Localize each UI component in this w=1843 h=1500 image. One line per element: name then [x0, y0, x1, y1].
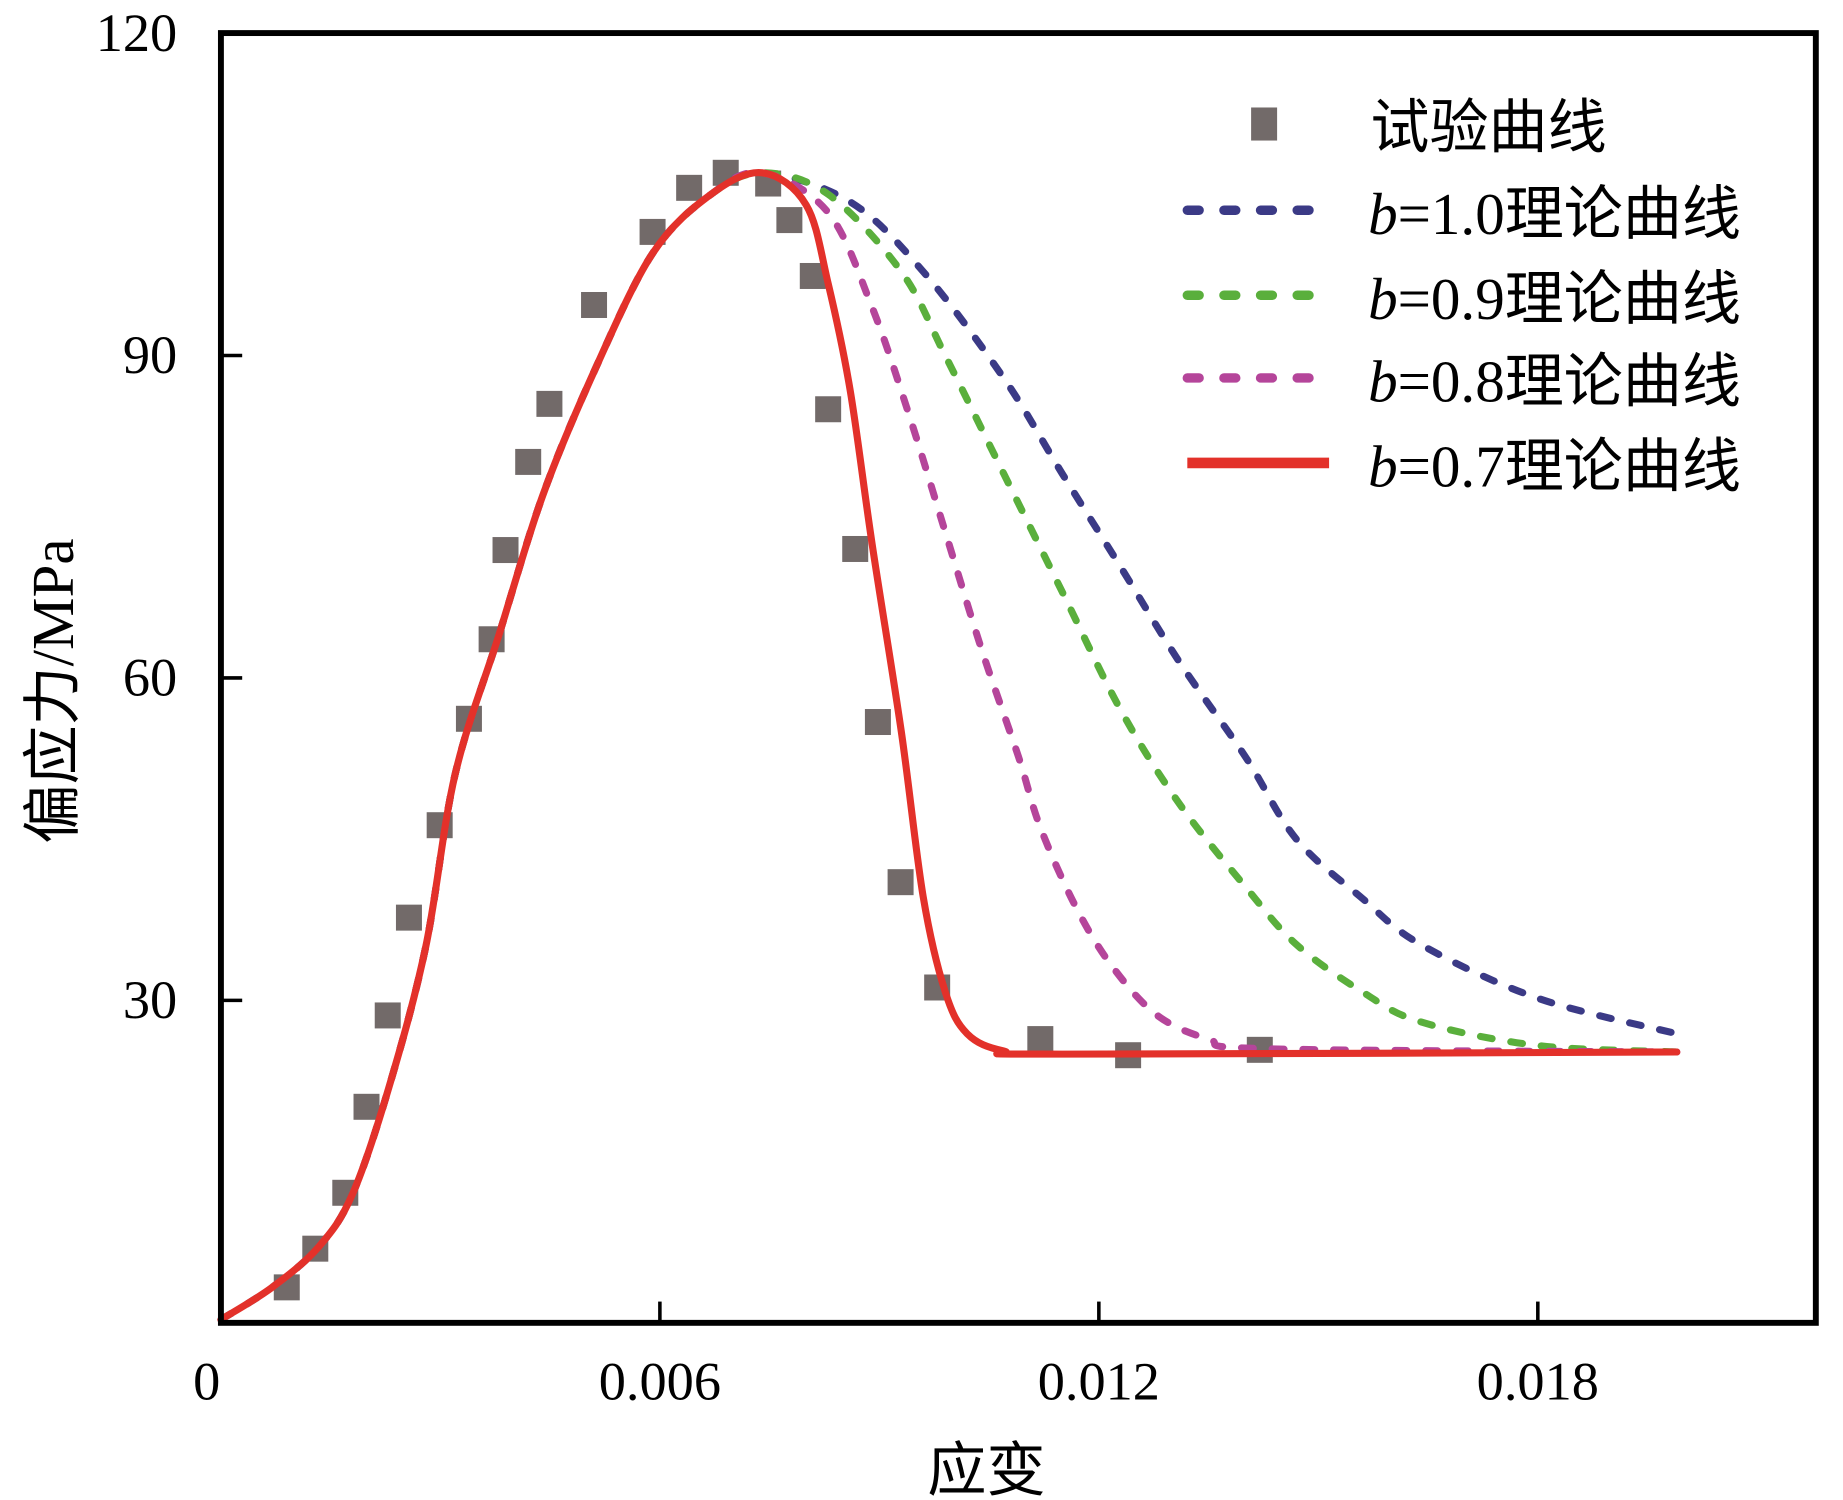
x-tick-label: 0.012	[1038, 1352, 1160, 1412]
y-tick-label: 120	[96, 3, 178, 63]
legend-label-variable: b	[1368, 434, 1398, 500]
legend-label: 试验曲线	[1370, 95, 1606, 161]
data-point	[353, 1093, 380, 1120]
series-line-4	[217, 169, 1681, 1324]
data-point	[776, 207, 803, 234]
data-point	[492, 537, 519, 564]
data-point	[676, 174, 703, 201]
legend-label: b=0.8理论曲线	[1368, 349, 1741, 415]
y-tick-label: 60	[123, 648, 177, 708]
plot-marks	[217, 159, 1681, 1324]
legend-label-variable: b	[1368, 181, 1398, 247]
x-tick-label: 0.018	[1477, 1352, 1599, 1412]
data-point	[864, 709, 891, 736]
legend-label-text: =1.0理论曲线	[1398, 181, 1741, 247]
data-point	[374, 1002, 401, 1029]
data-point	[395, 904, 422, 931]
data-point	[515, 448, 542, 475]
data-point	[815, 396, 842, 423]
legend-marker-square	[1251, 107, 1278, 141]
legend-label: b=0.7理论曲线	[1368, 434, 1741, 500]
y-tick-label: 30	[123, 970, 177, 1030]
legend-label-text: =0.8理论曲线	[1398, 349, 1741, 415]
axis-ticks: 0 0.006 0.012 0.018 30 60 90 120	[96, 3, 1599, 1412]
data-point	[581, 292, 608, 318]
y-tick-label: 90	[123, 325, 177, 385]
series-line-1	[217, 169, 1681, 1324]
data-point	[887, 869, 914, 896]
legend-label-text: =0.9理论曲线	[1398, 266, 1741, 332]
y-axis-label: 偏应力/MPa	[20, 538, 86, 843]
data-point	[842, 535, 869, 562]
legend-label-variable: b	[1368, 349, 1398, 415]
legend-label-variable: b	[1368, 266, 1398, 332]
x-axis-label: 应变	[927, 1438, 1045, 1500]
series-line-3	[217, 168, 1681, 1324]
series-line-2	[217, 169, 1681, 1324]
x-tick-label: 0	[193, 1352, 220, 1412]
legend-label: b=1.0理论曲线	[1368, 181, 1741, 247]
legend-label-text: =0.7理论曲线	[1398, 434, 1741, 500]
legend-label: b=0.9理论曲线	[1368, 266, 1741, 332]
x-tick-label: 0.006	[599, 1352, 721, 1412]
data-point	[1027, 1026, 1054, 1053]
data-point	[536, 390, 563, 417]
